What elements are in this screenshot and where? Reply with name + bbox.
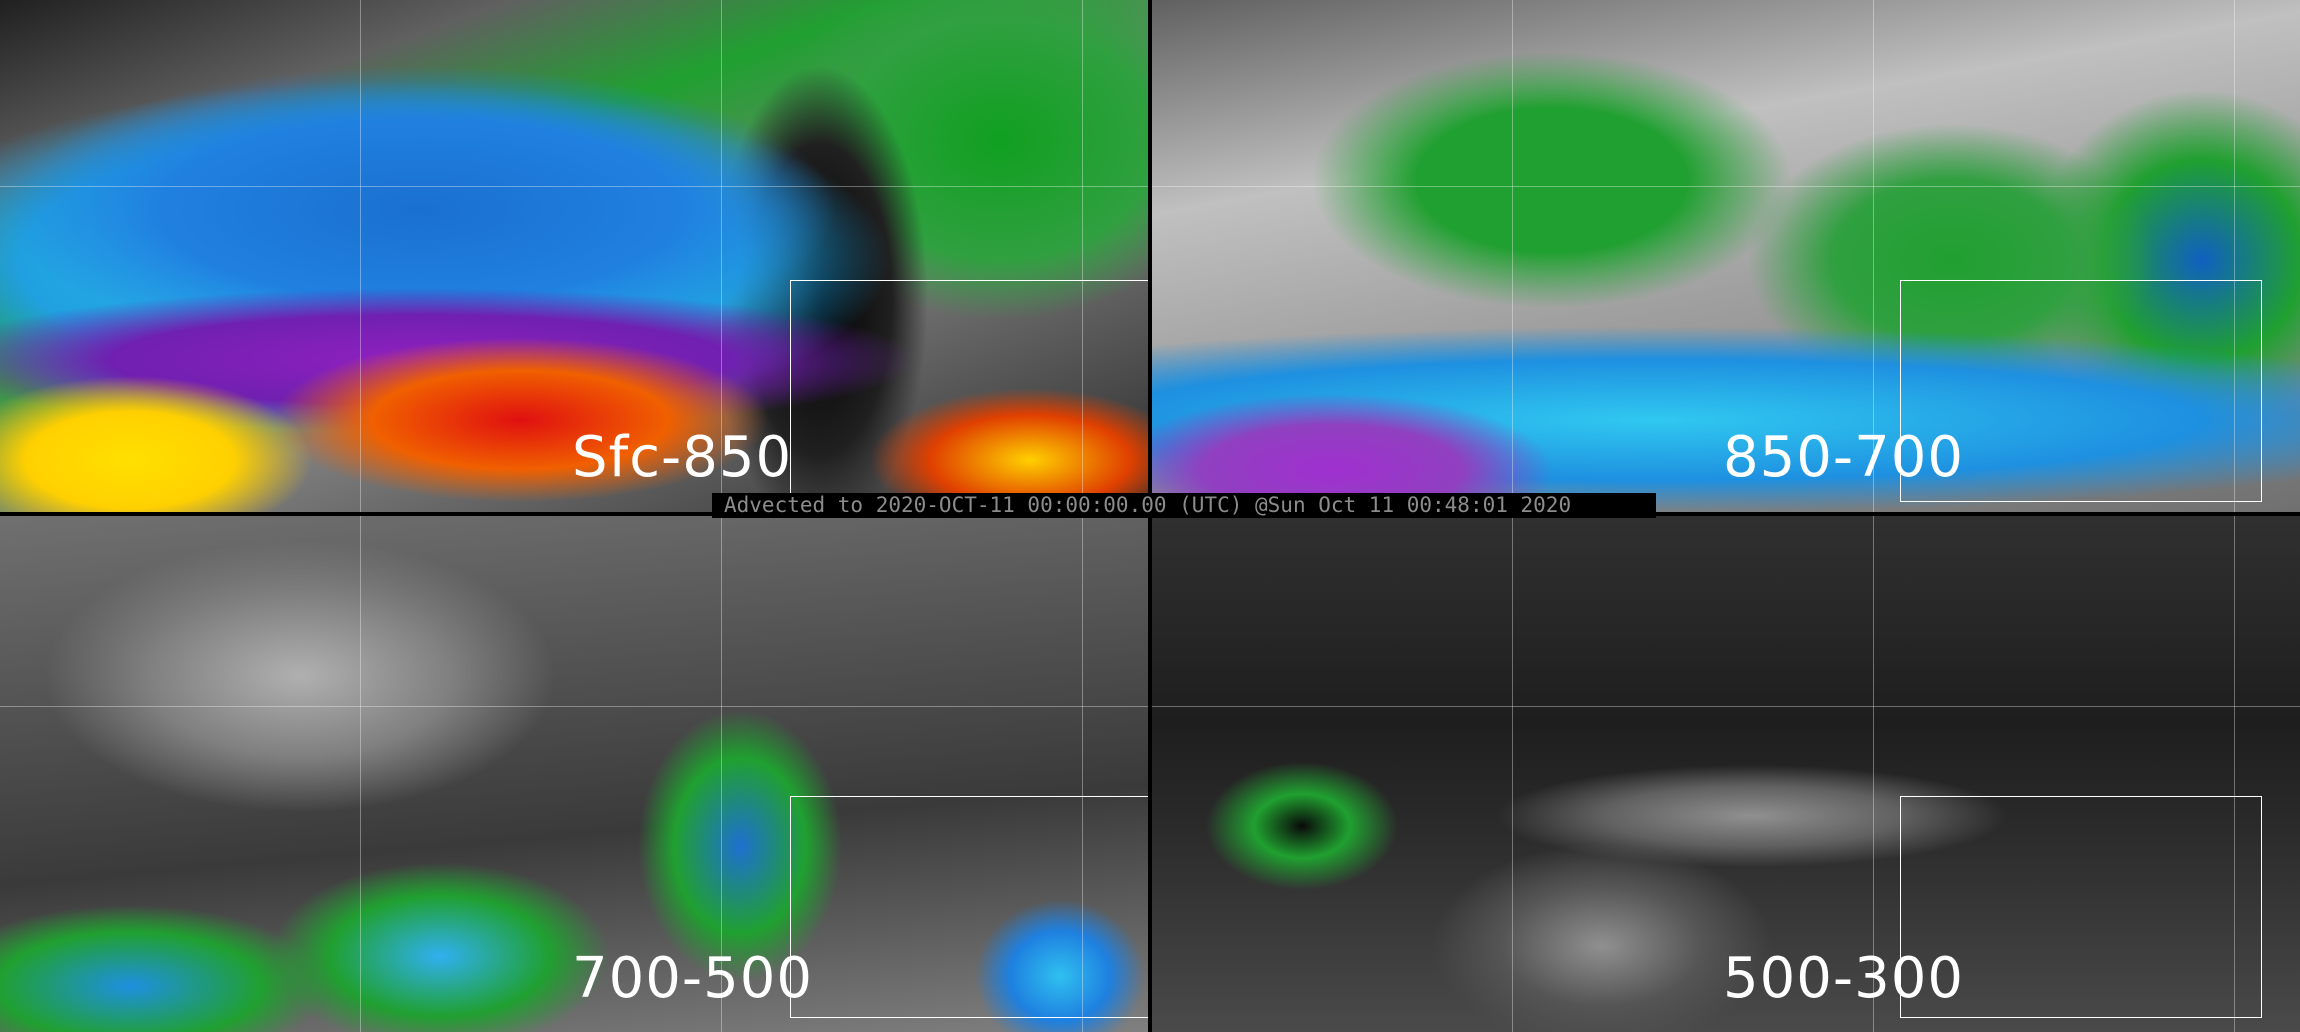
us-state-borders xyxy=(1900,280,2262,502)
panel-700-500: 700-500 xyxy=(0,516,1148,1032)
lat-lon-grid xyxy=(1152,516,2300,1032)
panel-label: Sfc-850 xyxy=(572,425,793,490)
panel-850-700: 850-700 xyxy=(1152,0,2300,512)
us-state-borders xyxy=(1900,796,2262,1018)
panel-sfc-850: Sfc-850 xyxy=(0,0,1148,512)
panel-label: 500-300 xyxy=(1723,946,1964,1011)
lat-lon-grid xyxy=(0,0,1148,512)
lat-lon-grid xyxy=(1152,0,2300,512)
timestamp-caption: Advected to 2020-OCT-11 00:00:00.00 (UTC… xyxy=(712,493,1656,518)
lat-lon-grid xyxy=(0,516,1148,1032)
us-state-borders xyxy=(790,280,1148,502)
panel-label: 850-700 xyxy=(1723,425,1964,490)
panel-label: 700-500 xyxy=(572,946,813,1011)
us-state-borders xyxy=(790,796,1148,1018)
panel-500-300: 500-300 xyxy=(1152,516,2300,1032)
